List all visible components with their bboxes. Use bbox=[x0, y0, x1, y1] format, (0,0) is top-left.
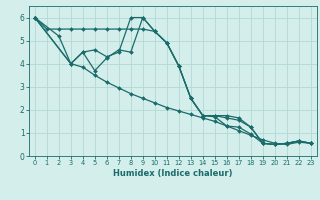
X-axis label: Humidex (Indice chaleur): Humidex (Indice chaleur) bbox=[113, 169, 233, 178]
